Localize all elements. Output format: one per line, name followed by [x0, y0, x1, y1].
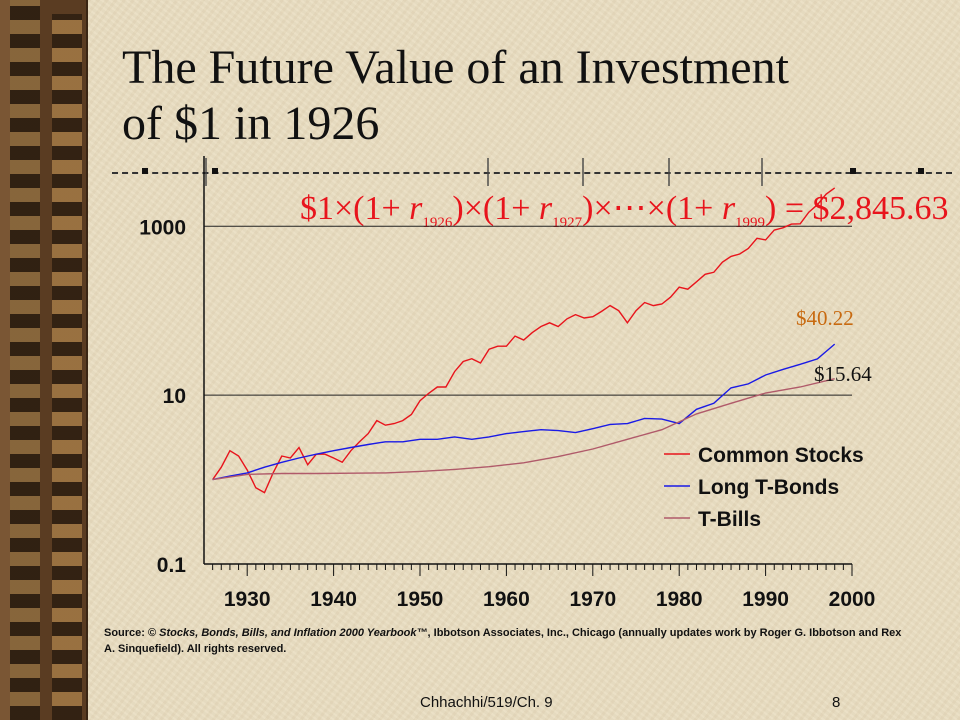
chart-legend: Common Stocks Long T-Bonds T-Bills	[664, 444, 864, 531]
source-title: Stocks, Bonds, Bills, and Inflation 2000…	[159, 627, 428, 639]
formula-result: $2,845.63	[812, 190, 949, 227]
slide-number: 8	[832, 694, 841, 711]
divider-dot	[918, 168, 924, 174]
x-tick-label: 1950	[397, 588, 444, 611]
y-tick-label: 0.1	[157, 554, 187, 577]
x-tick-label: 2000	[829, 588, 876, 611]
end-value-label: $15.64	[814, 362, 872, 386]
legend-label: Common Stocks	[698, 444, 864, 467]
divider-tick	[668, 158, 670, 186]
end-value-label: $40.22	[796, 306, 854, 330]
x-tick-label: 1990	[742, 588, 789, 611]
chart-series	[212, 187, 836, 494]
border-edge	[86, 0, 88, 720]
divider-tick	[582, 158, 584, 186]
slide-title: The Future Value of an Investment of $1 …	[122, 40, 922, 152]
divider-dot	[212, 168, 218, 174]
footer-course-label: Chhachhi/519/Ch. 9	[420, 694, 553, 711]
legend-label: Long T-Bonds	[698, 476, 839, 499]
t-bills-line	[212, 378, 835, 481]
formula-year-3: 1999	[735, 214, 766, 231]
long-t-bonds-line	[212, 343, 836, 481]
title-line-1: The Future Value of an Investment	[122, 41, 789, 94]
decorative-side-border	[0, 0, 88, 720]
divider-dot	[850, 168, 856, 174]
divider-tick	[487, 158, 489, 186]
divider-tick	[205, 158, 207, 186]
legend-label: T-Bills	[698, 508, 761, 531]
border-band	[0, 0, 10, 720]
chart-grid	[204, 225, 852, 396]
formula-year-2: 1927	[552, 214, 583, 231]
x-tick-label: 1970	[569, 588, 616, 611]
y-tick-label: 1000	[139, 216, 186, 239]
source-note: Source: © Stocks, Bonds, Bills, and Infl…	[104, 625, 914, 657]
x-tick-label: 1930	[224, 588, 271, 611]
divider-tick	[761, 158, 763, 186]
chart-axes: 1000 10 0.1 1930 1940 1950 1960 1970 1980 1990 200…	[139, 156, 875, 611]
border-checker	[52, 14, 82, 720]
source-prefix: Source: ©	[104, 627, 160, 639]
x-tick-label: 1980	[656, 588, 703, 611]
source-rest: , Ibbotson Associates, Inc., Chicago (an…	[104, 627, 902, 655]
title-line-2: of $1 in 1926	[122, 97, 380, 150]
title-divider	[112, 172, 952, 176]
divider-dot	[142, 168, 148, 174]
border-checker	[10, 0, 40, 720]
y-tick-label: 10	[163, 385, 186, 408]
chart-end-labels: $40.22 $15.64	[796, 306, 872, 386]
compound-formula: $1×(1+ r1926)×(1+ r1927)×⋯×(1+ r1999) = …	[300, 190, 949, 231]
x-tick-label: 1960	[483, 588, 530, 611]
x-tick-label: 1940	[310, 588, 357, 611]
formula-year-1: 1926	[422, 214, 453, 231]
formula-lead: $1	[300, 190, 334, 227]
